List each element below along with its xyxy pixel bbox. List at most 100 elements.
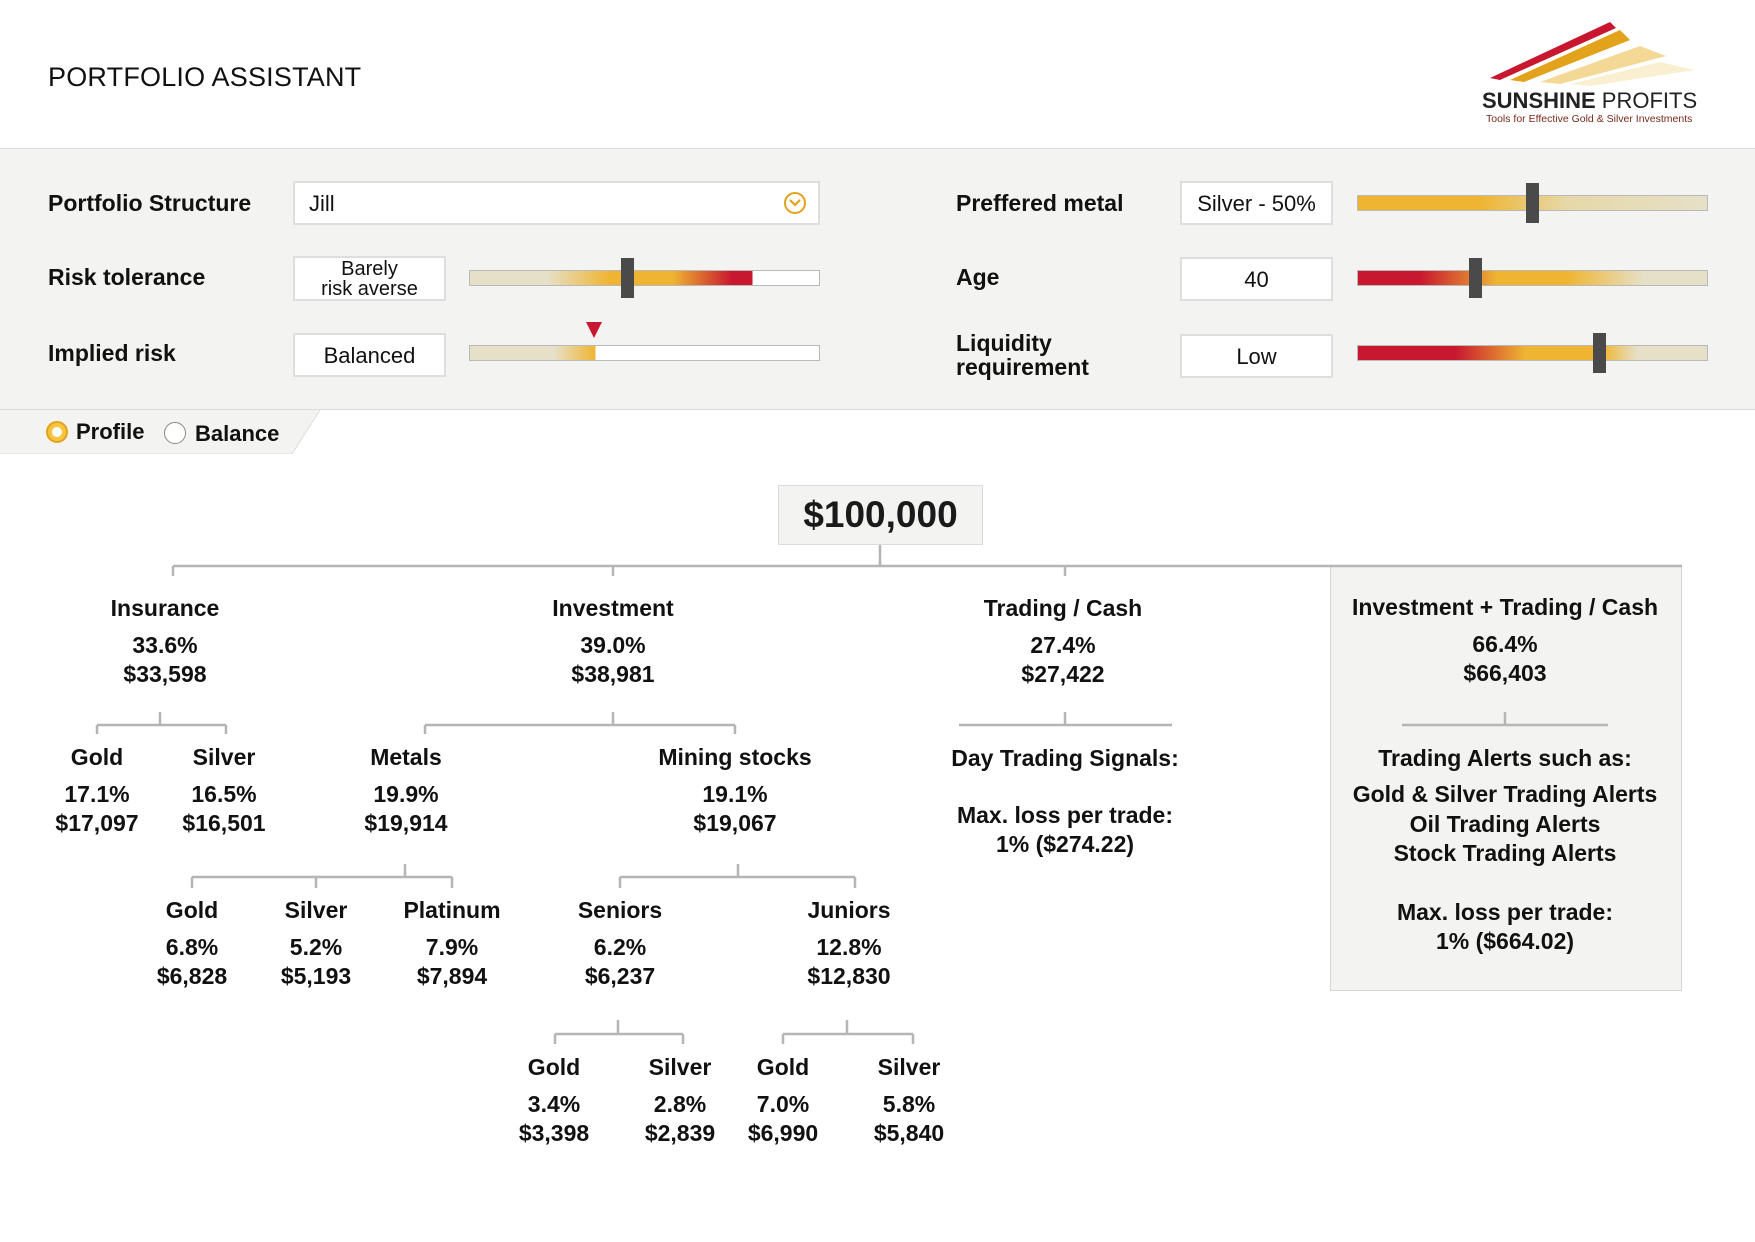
node-amount: $33,598 [123,661,207,687]
node-amount: $7,894 [416,963,488,989]
node-name: Gold [70,744,124,770]
risk-tolerance-value: Barely risk averse [293,256,446,301]
liquidity-slider[interactable] [1357,333,1708,373]
risk-tolerance-label: Risk tolerance [48,264,206,290]
node-percent: 7.0% [756,1091,810,1117]
preferred-metal-label: Preffered metal [956,190,1124,216]
trading-max-loss-value: 1% ($274.22) [995,831,1135,857]
liquidity-label-line2: requirement [956,354,1089,380]
node-name: Gold [165,897,219,923]
node-percent: 33.6% [132,632,198,658]
portfolio-total: $100,000 [778,485,983,545]
liquidity-slider-thumb[interactable] [1593,333,1606,373]
node-percent: 7.9% [425,934,479,960]
node-amount: $6,990 [747,1120,819,1146]
day-trading-signals: Day Trading Signals: [951,745,1179,771]
node-investment: Investment 39.0% $38,981 [552,595,673,689]
node-name: Silver [192,744,256,770]
sunshine-rays-icon [1490,22,1695,86]
node-insurance: Insurance 33.6% $33,598 [111,595,220,689]
node-juniors: Juniors 12.8% $12,830 [807,897,890,991]
view-tabs: Profile Balance [0,410,320,454]
node-percent: 6.2% [593,934,647,960]
portfolio-structure-select[interactable]: Jill [293,181,820,225]
implied-risk-marker-icon [586,322,602,338]
node-percent: 12.8% [816,934,882,960]
node-name: Insurance [110,595,220,621]
node-seniors: Seniors 6.2% $6,237 [578,897,662,991]
risk-tolerance-value-line2: risk averse [321,277,418,300]
node-name: Gold [527,1054,581,1080]
node-seniors-silver: Silver 2.8% $2,839 [645,1054,715,1148]
node-percent: 19.1% [702,781,768,807]
node-percent: 17.1% [64,781,130,807]
age-slider[interactable] [1357,258,1708,298]
node-percent: 5.8% [882,1091,936,1117]
node-percent: 19.9% [373,781,439,807]
node-name: Investment + Trading / Cash [1351,594,1659,620]
node-percent: 66.4% [1472,631,1538,657]
node-percent: 16.5% [191,781,257,807]
alert-gold-silver: Gold & Silver Trading Alerts [1352,781,1658,807]
implied-risk-label: Implied risk [48,340,176,366]
portfolio-structure-label: Portfolio Structure [48,190,252,216]
liquidity-label: Liquidity requirement [956,331,1089,379]
node-amount: $16,501 [182,810,266,836]
node-amount: $6,237 [584,963,656,989]
node-percent: 5.2% [289,934,343,960]
risk-tolerance-value-line1: Barely [341,257,398,280]
preferred-metal-slider[interactable] [1357,183,1708,223]
liquidity-value: Low [1180,334,1333,378]
node-amount: $5,840 [873,1120,945,1146]
age-slider-thumb[interactable] [1469,258,1482,298]
chevron-down-icon[interactable] [784,192,806,214]
balance-radio[interactable] [164,422,186,444]
node-amount: $2,839 [644,1120,716,1146]
node-amount: $5,193 [280,963,352,989]
node-amount: $19,914 [364,810,448,836]
node-seniors-gold: Gold 3.4% $3,398 [519,1054,589,1148]
tab-profile-label: Profile [76,419,145,444]
alert-oil: Oil Trading Alerts [1409,811,1601,837]
node-juniors-silver: Silver 5.8% $5,840 [874,1054,944,1148]
portfolio-structure-value: Jill [309,190,335,216]
node-amount: $12,830 [807,963,891,989]
node-amount: $27,422 [1021,661,1105,687]
risk-tolerance-slider-thumb[interactable] [621,258,634,298]
node-trading-cash: Trading / Cash 27.4% $27,422 [984,595,1142,689]
node-name: Investment [552,595,674,621]
combined-max-loss-label: Max. loss per trade: [1396,899,1614,925]
preferred-metal-slider-thumb[interactable] [1526,183,1539,223]
age-value: 40 [1180,257,1333,301]
trading-max-loss-label: Max. loss per trade: [956,802,1174,828]
trading-alerts-panel [1330,566,1682,991]
node-name: Juniors [807,897,891,923]
node-name: Trading / Cash [983,595,1143,621]
node-amount: $19,067 [693,810,777,836]
node-amount: $17,097 [55,810,139,836]
risk-tolerance-slider[interactable] [469,258,820,298]
node-name: Metals [370,744,442,770]
node-metals-silver: Silver 5.2% $5,193 [281,897,351,991]
profile-radio[interactable] [46,421,68,443]
node-percent: 2.8% [653,1091,707,1117]
preferred-metal-value: Silver - 50% [1180,181,1333,225]
node-percent: 27.4% [1030,632,1096,658]
node-percent: 39.0% [580,632,646,658]
tab-balance-label: Balance [195,421,280,446]
node-name: Silver [877,1054,941,1080]
liquidity-label-line1: Liquidity [956,330,1052,356]
node-percent: 6.8% [165,934,219,960]
node-percent: 3.4% [527,1091,581,1117]
node-metals-platinum: Platinum 7.9% $7,894 [403,897,500,991]
brand-tagline: Tools for Effective Gold & Silver Invest… [1486,113,1693,125]
node-name: Seniors [577,897,663,923]
node-investment-trading-cash: Investment + Trading / Cash 66.4% $66,40… [1352,594,1658,688]
node-amount: $38,981 [571,661,655,687]
node-amount: $66,403 [1463,660,1547,686]
node-name: Mining stocks [658,744,812,770]
alert-stock: Stock Trading Alerts [1393,840,1617,866]
node-mining-stocks: Mining stocks 19.1% $19,067 [658,744,811,838]
age-label: Age [956,264,1000,290]
node-amount: $3,398 [518,1120,590,1146]
